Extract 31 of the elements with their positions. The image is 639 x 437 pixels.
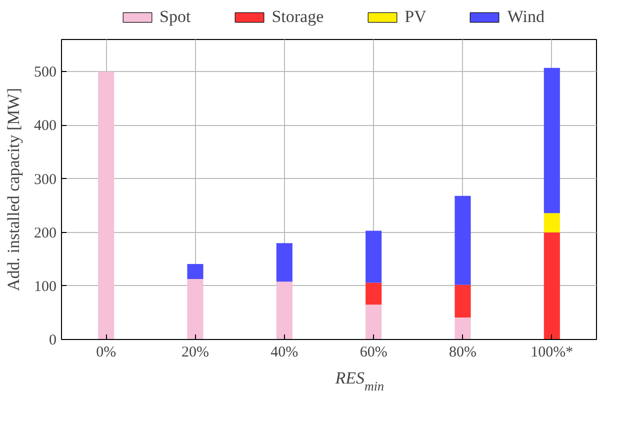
y-tick-label: 500: [34, 64, 56, 81]
bar: [544, 232, 560, 340]
bar: [187, 278, 204, 340]
bar: [98, 72, 114, 340]
bar: [366, 282, 382, 305]
x-tick-label: 100%*: [530, 344, 574, 360]
bar: [187, 264, 204, 279]
x-tick-label: 60%: [360, 344, 388, 360]
bar: [276, 282, 292, 340]
bar: [366, 304, 382, 340]
x-tick-label: 80%: [449, 344, 476, 360]
bar: [454, 318, 471, 340]
legend-label: Storage: [272, 7, 324, 27]
y-tick-label: 100: [34, 278, 56, 295]
x-tick-label: 0%: [96, 344, 116, 360]
legend-label: PV: [404, 7, 426, 27]
bar: [544, 68, 560, 214]
x-tick-label: 20%: [182, 344, 209, 360]
legend-label: Spot: [160, 7, 191, 27]
bar: [544, 213, 560, 232]
y-tick-label: 200: [34, 225, 56, 242]
bar: [454, 284, 471, 318]
bar: [366, 230, 382, 283]
bar: [454, 196, 471, 285]
y-axis-title: Add. installed capacity [MW]: [4, 88, 23, 291]
legend-label: Wind: [507, 7, 544, 27]
y-tick-label: 300: [34, 172, 56, 188]
x-tick-label: 40%: [270, 344, 298, 360]
y-tick-label: 400: [34, 118, 56, 134]
y-tick-label: 0: [49, 332, 56, 348]
bar: [276, 243, 292, 282]
